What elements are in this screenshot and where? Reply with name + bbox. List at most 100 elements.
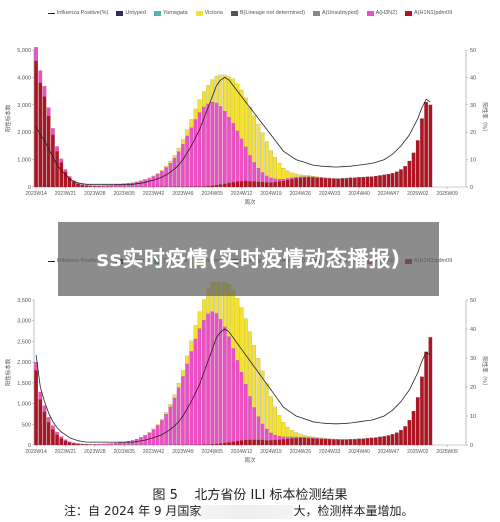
bar-h3n2 bbox=[122, 183, 126, 187]
bar-h3n2 bbox=[206, 313, 210, 445]
bar-h3n2 bbox=[214, 102, 219, 186]
bar-victoria bbox=[277, 415, 282, 437]
bar-h1n1 bbox=[428, 337, 433, 446]
bar-h1n1 bbox=[399, 430, 403, 446]
x-tick-label: 2024W33 bbox=[319, 191, 341, 197]
x-tick-label: 2023W14 bbox=[25, 191, 47, 197]
bar-victoria bbox=[202, 91, 206, 107]
bar-h1n1 bbox=[248, 439, 252, 446]
bar-h3n2 bbox=[302, 437, 307, 439]
x-tick-label: 2025W09 bbox=[436, 191, 458, 197]
y-tick-label: 0 bbox=[28, 185, 31, 191]
bar-h3n2 bbox=[210, 311, 215, 445]
bar-h3n2 bbox=[256, 168, 261, 182]
bar-h1n1 bbox=[390, 434, 395, 446]
y2-axis-label: 阳性率（%） bbox=[481, 356, 489, 388]
bar-victoria bbox=[285, 170, 290, 179]
bar-h1n1 bbox=[344, 439, 349, 446]
bar-victoria bbox=[239, 89, 244, 139]
bar-victoria bbox=[315, 176, 319, 178]
bar-h3n2 bbox=[218, 106, 223, 185]
bar-h1n1 bbox=[285, 438, 290, 446]
y2-tick-label: 20 bbox=[470, 130, 476, 136]
bar-victoria bbox=[243, 97, 248, 147]
bar-victoria bbox=[206, 85, 210, 104]
legend-label: A(H3N2) bbox=[375, 10, 398, 16]
bar-h3n2 bbox=[101, 443, 106, 445]
bar-victoria bbox=[302, 435, 307, 438]
legend-item: Influenza Positive(%) bbox=[47, 10, 108, 16]
x-tick-label: 2024W40 bbox=[348, 449, 370, 455]
bar-h1n1 bbox=[243, 439, 248, 446]
bar-victoria bbox=[243, 318, 248, 385]
bar-victoria bbox=[319, 437, 324, 439]
x-tick-label: 2023W42 bbox=[143, 449, 165, 455]
note-prefix: 注：自 2024 年 9 月国家 bbox=[64, 504, 202, 518]
bar-h3n2 bbox=[260, 423, 265, 441]
x-tick-label: 2023W28 bbox=[84, 191, 106, 197]
bar-victoria bbox=[315, 437, 319, 439]
bar-h3n2 bbox=[243, 384, 248, 441]
bar-h3n2 bbox=[269, 432, 273, 441]
bar-h1n1 bbox=[51, 134, 55, 188]
legend-label: A(H1N1)pdm09 bbox=[414, 10, 453, 16]
legend-item: B(Lineage not determined) bbox=[230, 10, 305, 16]
bar-h1n1 bbox=[269, 440, 273, 446]
bar-h3n2 bbox=[185, 363, 189, 445]
x-tick-label: 2023W49 bbox=[172, 449, 194, 455]
bar-h1n1 bbox=[415, 140, 420, 188]
bar-h1n1 bbox=[382, 174, 387, 188]
bar-h3n2 bbox=[269, 177, 273, 183]
bar-victoria bbox=[311, 175, 315, 177]
bar-victoria bbox=[281, 422, 286, 437]
bar-h3n2 bbox=[105, 443, 110, 445]
positive-rate-line bbox=[35, 328, 431, 443]
y-tick-label: 4,000 bbox=[17, 75, 31, 81]
bar-h1n1 bbox=[210, 444, 215, 446]
bar-victoria bbox=[160, 170, 164, 172]
bar-h3n2 bbox=[197, 112, 202, 187]
bar-h3n2 bbox=[202, 320, 206, 445]
bar-h1n1 bbox=[403, 426, 408, 446]
bar-h1n1 bbox=[365, 176, 370, 188]
bar-h1n1 bbox=[260, 439, 265, 446]
legend-label: A(Unsubtyped) bbox=[321, 10, 359, 16]
bar-victoria bbox=[181, 139, 185, 145]
bar-victoria bbox=[189, 119, 194, 128]
bar-h3n2 bbox=[46, 107, 51, 116]
bar-h1n1 bbox=[344, 178, 349, 188]
bar-victoria bbox=[273, 157, 277, 179]
bar-h1n1 bbox=[294, 178, 298, 188]
bar-h3n2 bbox=[126, 183, 131, 187]
bar-h1n1 bbox=[357, 438, 361, 446]
legend-item: Untyped bbox=[116, 10, 146, 16]
y-tick-label: 2,000 bbox=[17, 360, 31, 366]
chart-legend-top: Influenza Positive(%) Untyped Yamagata Vict… bbox=[0, 6, 500, 20]
bar-victoria bbox=[248, 331, 252, 397]
bar-h1n1 bbox=[206, 185, 210, 188]
bar-h3n2 bbox=[223, 326, 227, 443]
bar-h1n1 bbox=[361, 438, 366, 446]
bar-h1n1 bbox=[298, 437, 303, 446]
y-tick-label: 1,000 bbox=[17, 402, 31, 408]
bar-h3n2 bbox=[206, 103, 210, 187]
x-tick-label: 2024W19 bbox=[260, 191, 282, 197]
y2-tick-label: 10 bbox=[470, 414, 476, 420]
legend-swatch bbox=[47, 260, 55, 262]
bar-h3n2 bbox=[38, 391, 43, 400]
bar-h1n1 bbox=[42, 411, 47, 446]
bar-victoria bbox=[235, 298, 240, 361]
x-tick-label: 2024W26 bbox=[290, 191, 312, 197]
bar-h3n2 bbox=[67, 441, 72, 443]
bar-victoria bbox=[302, 175, 307, 177]
bar-h1n1 bbox=[227, 442, 231, 446]
bar-h1n1 bbox=[38, 399, 43, 446]
bar-h3n2 bbox=[155, 174, 160, 187]
y-tick-label: 2,000 bbox=[17, 130, 31, 136]
bar-victoria bbox=[294, 432, 298, 438]
bar-h3n2 bbox=[243, 146, 248, 182]
bar-h1n1 bbox=[298, 177, 303, 188]
bar-h1n1 bbox=[302, 437, 307, 446]
legend-label: B(Lineage not determined) bbox=[239, 10, 305, 16]
bar-h3n2 bbox=[298, 436, 303, 439]
